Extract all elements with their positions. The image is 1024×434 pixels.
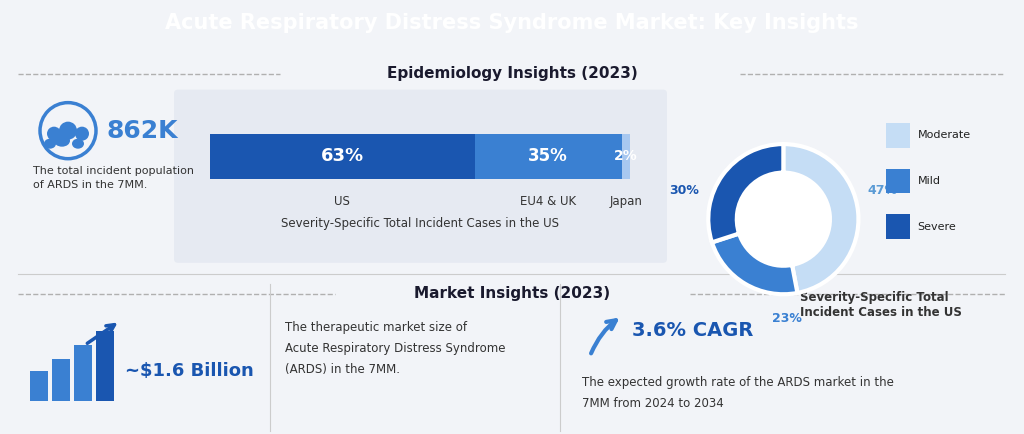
Text: Severe: Severe — [918, 221, 956, 232]
Text: The expected growth rate of the ARDS market in the
7MM from 2024 to 2034: The expected growth rate of the ARDS mar… — [582, 376, 894, 410]
Wedge shape — [709, 144, 783, 242]
Ellipse shape — [44, 139, 56, 149]
Text: 47%: 47% — [867, 184, 897, 197]
Bar — [886, 214, 909, 239]
Text: Market Insights (2023): Market Insights (2023) — [414, 286, 610, 301]
Wedge shape — [783, 144, 858, 293]
Text: The total incident population: The total incident population — [33, 166, 194, 176]
Bar — [74, 345, 92, 401]
FancyBboxPatch shape — [174, 89, 667, 263]
Text: Epidemiology Insights (2023): Epidemiology Insights (2023) — [387, 66, 637, 81]
Text: 862K: 862K — [106, 118, 177, 143]
Text: 35%: 35% — [528, 147, 568, 165]
Circle shape — [47, 127, 61, 141]
Text: 3.6% CAGR: 3.6% CAGR — [632, 322, 754, 340]
Circle shape — [59, 122, 77, 140]
Text: Severity-Specific Total Incident Cases in the US: Severity-Specific Total Incident Cases i… — [281, 217, 559, 230]
Text: ~$1.6 Billion: ~$1.6 Billion — [125, 362, 254, 380]
Text: Severity-Specific Total: Severity-Specific Total — [800, 291, 948, 304]
Text: Moderate: Moderate — [918, 130, 971, 141]
Text: Mild: Mild — [918, 176, 941, 186]
Bar — [96, 331, 114, 401]
Wedge shape — [712, 233, 798, 294]
Bar — [30, 371, 48, 401]
Text: Incident Cases in the US: Incident Cases in the US — [800, 306, 962, 319]
Circle shape — [737, 173, 829, 266]
Circle shape — [75, 127, 89, 141]
Bar — [210, 134, 474, 179]
Bar — [622, 134, 630, 179]
Bar — [886, 169, 909, 193]
Text: US: US — [335, 195, 350, 208]
Bar — [52, 359, 70, 401]
Bar — [474, 134, 622, 179]
Text: Japan: Japan — [609, 195, 642, 208]
Text: EU4 & UK: EU4 & UK — [520, 195, 577, 208]
Ellipse shape — [54, 135, 70, 147]
Text: 63%: 63% — [321, 147, 364, 165]
Text: of ARDS in the 7MM.: of ARDS in the 7MM. — [33, 180, 147, 190]
Text: 23%: 23% — [772, 312, 802, 325]
Bar — [886, 123, 909, 148]
Text: The therapeutic market size of
Acute Respiratory Distress Syndrome
(ARDS) in the: The therapeutic market size of Acute Res… — [285, 321, 506, 376]
Text: Acute Respiratory Distress Syndrome Market: Key Insights: Acute Respiratory Distress Syndrome Mark… — [165, 13, 859, 33]
Text: 2%: 2% — [614, 149, 638, 163]
Text: 30%: 30% — [670, 184, 699, 197]
Ellipse shape — [72, 139, 84, 149]
